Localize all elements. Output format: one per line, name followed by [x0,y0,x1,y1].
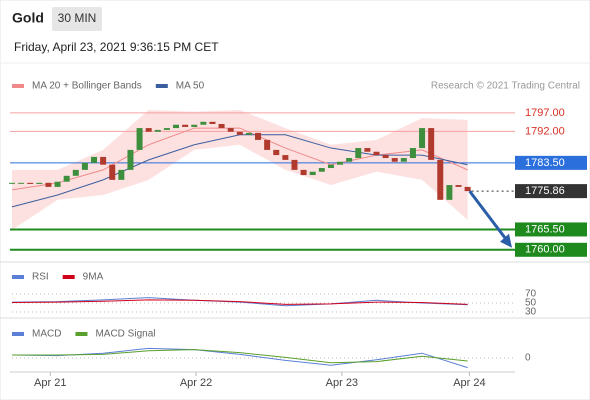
moving-average [11,127,468,191]
forecast-arrow [468,190,510,243]
candle [255,132,262,140]
level-label: 1797.00 [525,107,565,119]
legend-label: 9MA [83,272,104,283]
x-tick-label: Apr 21 [34,377,66,389]
level-label: 1775.86 [525,185,565,197]
candle [209,121,216,125]
level-label: 1792.00 [525,125,565,137]
candle [72,169,79,176]
candle [136,128,143,150]
level-label: 1760.00 [525,244,565,256]
candle [346,158,353,162]
legend-label: MACD Signal [95,329,155,340]
candle [218,124,225,129]
candle [455,185,462,187]
level-box [515,222,587,237]
candle [282,155,289,160]
candle [382,155,389,159]
candle [264,139,271,150]
candle [446,185,453,200]
candle [127,149,134,170]
legend-swatch [12,332,24,336]
indicator-line [11,299,468,305]
indicator-line [11,347,468,369]
candle [63,175,70,182]
level-box [515,184,587,199]
timeframe-label[interactable]: 30 MIN [58,11,97,25]
candle [154,129,161,132]
candle [9,182,15,184]
level-label: 1765.50 [525,223,565,235]
candle [300,169,307,176]
candle [309,171,316,176]
legend-swatch [12,275,24,279]
candle [36,182,43,184]
legend-label: MA 20 + Bollinger Bands [32,81,142,92]
indicator-line [12,349,468,364]
candle [337,161,344,165]
candle [27,182,34,184]
candle [109,164,116,180]
y-tick-label: 30 [525,307,537,318]
candle [54,181,61,187]
candle [18,182,25,184]
level-box [515,155,587,170]
candle [45,182,52,187]
candle [91,156,98,163]
legend-swatch [12,84,24,88]
y-tick-label: 0 [525,353,531,364]
x-tick-label: Apr 23 [326,377,358,389]
candle [419,128,426,149]
bollinger-band [12,109,468,230]
legend-label: RSI [32,272,49,283]
forecast-arrowhead [500,233,512,248]
candle [236,131,243,135]
candle [200,121,207,125]
candle [245,132,252,135]
candle [327,164,334,169]
legend-swatch [62,275,75,279]
candle [227,128,234,132]
candle [391,158,398,162]
x-tick-label: Apr 24 [453,377,485,389]
candle [273,149,280,156]
candle [291,159,298,170]
candle [163,128,170,130]
candle [145,128,152,132]
candle [118,169,125,180]
candle [428,128,435,160]
candle [400,158,407,162]
candle [173,124,180,129]
candle [364,148,371,152]
candle [373,151,380,156]
candle [100,156,107,165]
candle [409,148,416,159]
moving-average [11,134,468,208]
candle [81,162,88,170]
candle [464,186,471,192]
candle [355,148,362,159]
level-box [515,242,587,257]
candle [318,168,325,172]
candle [191,124,198,127]
x-tick-label: Apr 22 [180,377,212,389]
legend-swatch [155,84,168,88]
timeframe-button[interactable] [52,7,102,31]
source: Research © 2021 Trading Central [431,81,580,92]
legend-swatch [75,332,88,336]
legend-label: MACD [32,329,61,340]
y-tick-label: 70 [525,289,537,300]
level-label: 1783.50 [525,157,565,169]
y-tick-label: 50 [525,298,537,309]
candle [437,159,444,200]
legend-label: MA 50 [176,81,205,92]
datetime: Friday, April 23, 2021 9:36:15 PM CET [14,40,219,54]
candle [182,124,189,127]
instrument-title: Gold [12,10,44,26]
